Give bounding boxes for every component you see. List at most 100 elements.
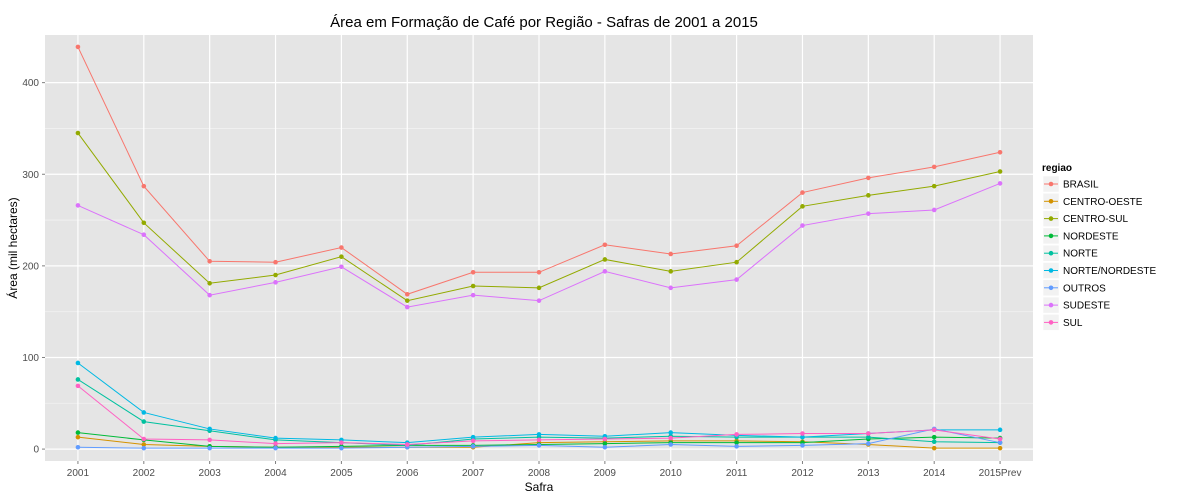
legend-item-centro-sul: CENTRO-SUL <box>1042 210 1128 227</box>
x-tick-label: 2012 <box>791 468 814 479</box>
data-point <box>668 285 674 291</box>
x-tick-label: 2004 <box>264 468 287 479</box>
data-point <box>800 204 805 209</box>
legend-label: CENTRO-OESTE <box>1063 197 1143 208</box>
data-point <box>141 183 147 189</box>
data-point <box>470 444 476 449</box>
chart-title: Área em Formação de Café por Região - Sa… <box>330 14 758 31</box>
legend-key-point <box>1048 320 1054 325</box>
data-point <box>207 280 212 286</box>
y-axis-title: Área (mil hectares) <box>5 197 20 298</box>
data-point <box>75 430 81 435</box>
legend-item-norte-nordeste: NORTE/NORDESTE <box>1042 262 1156 279</box>
x-axis-title: Safra <box>525 480 554 494</box>
legend-key-point <box>1048 285 1054 291</box>
data-point <box>141 232 147 238</box>
data-point <box>536 432 542 437</box>
data-point <box>734 440 739 445</box>
x-tick-label: 2002 <box>133 468 156 479</box>
data-point <box>734 243 739 249</box>
x-tick-label: 2007 <box>462 468 485 479</box>
data-point <box>536 437 542 443</box>
data-point <box>273 445 278 451</box>
data-point <box>75 203 81 208</box>
data-point <box>931 183 937 189</box>
data-point <box>273 259 278 265</box>
y-tick-label: 400 <box>22 78 39 89</box>
data-point <box>470 438 476 444</box>
data-point <box>866 175 871 181</box>
data-point <box>668 251 674 257</box>
data-point <box>602 242 608 248</box>
data-point <box>602 444 608 450</box>
data-point <box>536 269 542 275</box>
x-axis-ticks: 2001 2002 2003 2004 2005 2006 2007 2008 2009 2010… <box>67 461 1021 479</box>
data-point <box>141 220 147 226</box>
data-point <box>997 181 1003 186</box>
data-point <box>931 434 937 440</box>
legend-label: CENTRO-SUL <box>1063 214 1128 225</box>
x-tick-label: 2005 <box>330 468 353 479</box>
legend-item-nordeste: NORDESTE <box>1042 227 1119 245</box>
data-point <box>75 444 81 450</box>
data-point <box>866 441 871 446</box>
data-point <box>207 437 212 443</box>
data-point <box>602 436 608 442</box>
data-point <box>273 441 278 446</box>
data-point <box>470 283 476 289</box>
series-outros <box>75 426 1003 451</box>
data-point <box>273 435 278 441</box>
data-point <box>668 430 674 435</box>
data-point <box>404 291 410 297</box>
data-point <box>207 426 212 432</box>
legend-key-point <box>1048 302 1054 308</box>
y-tick-label: 300 <box>22 170 39 181</box>
legend-item-centro-oeste: CENTRO-OESTE <box>1042 193 1143 210</box>
data-point <box>141 445 147 451</box>
data-point <box>141 410 147 415</box>
legend-label: BRASIL <box>1063 180 1099 191</box>
series-layer <box>75 44 1003 451</box>
data-point <box>931 164 937 170</box>
data-point <box>734 444 739 449</box>
y-tick-label: 100 <box>22 353 39 364</box>
data-point <box>75 130 81 136</box>
data-point <box>404 304 410 310</box>
data-point <box>207 292 212 298</box>
legend-key-point <box>1048 181 1054 187</box>
data-point <box>800 223 805 228</box>
x-tick-label: 2003 <box>199 468 222 479</box>
data-point <box>800 431 805 436</box>
legend-label: OUTROS <box>1063 283 1106 294</box>
data-point <box>470 269 476 275</box>
legend: regiao BRASIL CENTRO-OESTE CENTRO-SUL NORDE… <box>1042 163 1156 331</box>
data-point <box>800 434 805 440</box>
data-point <box>997 169 1003 174</box>
data-point <box>668 269 674 274</box>
y-tick-label: 200 <box>22 261 39 272</box>
data-point <box>273 280 278 285</box>
data-point <box>75 360 81 366</box>
x-tick-label: 2014 <box>923 468 946 479</box>
legend-item-sul: SUL <box>1042 314 1083 331</box>
data-point <box>866 193 871 198</box>
x-tick-label: 2001 <box>67 468 90 479</box>
x-tick-label: 2006 <box>396 468 419 479</box>
legend-key-point <box>1048 199 1054 204</box>
data-point <box>997 440 1003 445</box>
data-point <box>141 436 147 442</box>
data-point <box>470 434 476 440</box>
x-tick-label: 2011 <box>726 468 748 479</box>
data-point <box>207 445 212 451</box>
data-point <box>602 257 608 262</box>
data-point <box>404 298 410 303</box>
series-sul <box>75 383 1003 447</box>
data-point <box>75 383 81 389</box>
legend-title: regiao <box>1042 163 1072 174</box>
data-point <box>931 445 937 451</box>
data-point <box>339 445 344 451</box>
data-point <box>800 190 805 195</box>
data-point <box>602 441 608 446</box>
data-point <box>668 435 674 441</box>
data-point <box>602 269 608 274</box>
